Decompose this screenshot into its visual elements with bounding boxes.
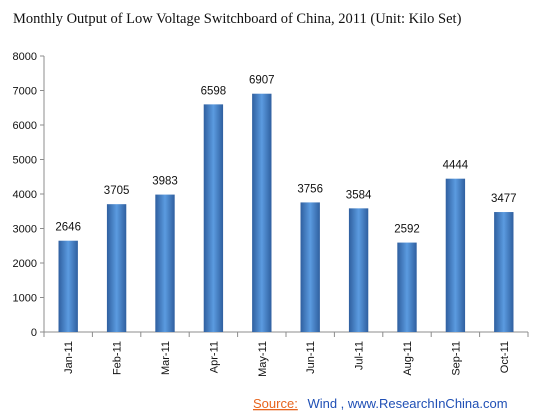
x-tick-label: Jun-11 [305,341,317,374]
data-labels: 2646 3705 3983 6598 6907 3756 3584 2592 4444 3477 [55,75,516,236]
bar [106,204,127,332]
bars [58,93,514,332]
x-tick-label: Sep-11 [450,341,462,376]
x-tick-label: Apr-11 [208,341,220,373]
data-label: 3983 [152,176,178,188]
data-label: 2646 [55,222,81,234]
bar [397,242,417,332]
x-tick-label: Jul-11 [354,341,366,370]
data-label: 4444 [443,160,469,172]
y-tick-label: 3000 [13,224,37,236]
y-tick-label: 1000 [13,293,37,305]
data-label: 3477 [491,193,517,205]
bar [300,202,320,332]
data-label: 3584 [346,189,372,201]
x-axis: Jan-11 Feb-11 Mar-11 Apr-11 May-11 Jun-11 Jul-… [43,331,529,377]
y-tick-label: 7000 [13,86,37,98]
x-tick-label: Feb-11 [112,341,124,375]
y-tick-label: 0 [31,327,37,339]
y-axis: 0 1000 2000 3000 4000 5000 6000 7000 8000 [13,51,45,339]
y-tick-label: 8000 [13,51,37,63]
y-tick-label: 5000 [13,155,37,167]
bar [494,212,514,332]
bar [155,194,175,332]
data-label: 6907 [249,75,275,87]
data-label: 6598 [201,85,227,97]
x-tick-label: May-11 [257,341,269,377]
source-label: Source: [253,396,298,411]
source-text: Wind , www.ResearchInChina.com [307,396,507,411]
source-line: Source: Wind , www.ResearchInChina.com [253,396,508,411]
y-tick-label: 6000 [13,120,37,132]
bar [203,104,224,332]
chart-title: Monthly Output of Low Voltage Switchboar… [13,11,462,27]
bar [445,178,466,332]
bar [58,240,78,332]
bar [252,93,272,332]
x-tick-label: Jan-11 [63,341,75,374]
data-label: 3705 [104,185,130,197]
y-tick-label: 2000 [13,258,37,270]
data-label: 3756 [297,183,323,195]
x-tick-label: Aug-11 [402,341,414,376]
bar [348,208,369,332]
y-tick-label: 4000 [13,189,37,201]
data-label: 2592 [394,224,420,236]
x-tick-label: Mar-11 [160,341,172,375]
x-tick-label: Oct-11 [499,341,511,373]
